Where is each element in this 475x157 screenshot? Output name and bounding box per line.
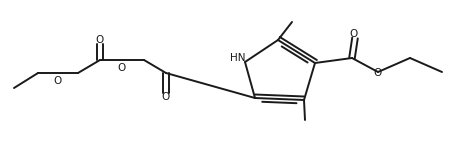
Text: O: O bbox=[118, 63, 126, 73]
Text: O: O bbox=[96, 35, 104, 45]
Text: HN: HN bbox=[230, 53, 246, 63]
Text: O: O bbox=[54, 76, 62, 86]
Text: O: O bbox=[162, 92, 170, 102]
Text: O: O bbox=[350, 29, 358, 39]
Text: O: O bbox=[374, 68, 382, 78]
